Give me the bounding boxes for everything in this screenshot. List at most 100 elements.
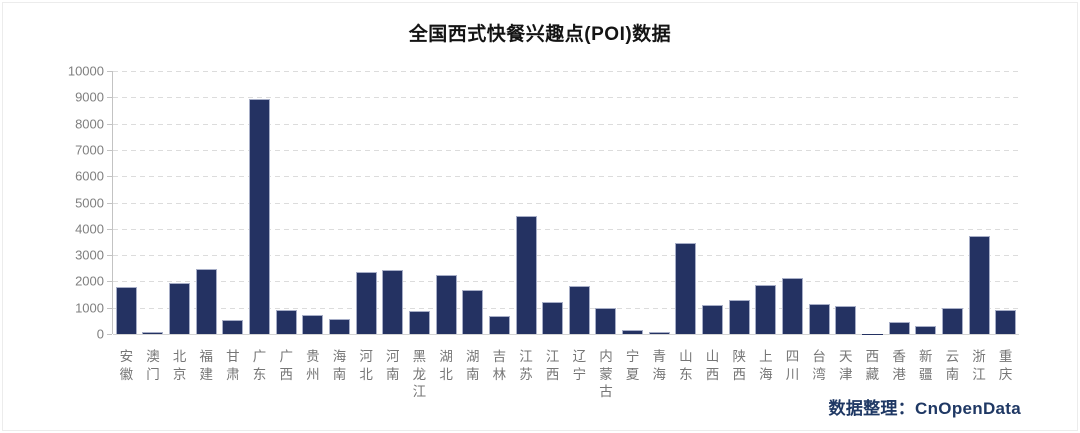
- x-tick-label: 广东: [246, 348, 273, 383]
- x-tick-label-char: 京: [172, 366, 187, 382]
- y-tick-mark: [107, 123, 112, 125]
- bar: [888, 322, 910, 334]
- x-tick-label-char: 徽: [119, 366, 134, 382]
- x-tick-label: 西藏: [859, 348, 886, 383]
- bar: [142, 332, 164, 334]
- bar: [275, 310, 297, 334]
- x-tick-label-char: 州: [306, 366, 320, 382]
- x-tick-label: 河南: [379, 348, 406, 383]
- y-tick-label: 4000: [75, 221, 104, 237]
- bar: [115, 286, 137, 334]
- x-tick-label-char: 川: [785, 366, 800, 382]
- x-tick-label-char: 海: [759, 366, 773, 382]
- x-tick-label-char: 林: [492, 366, 507, 382]
- x-tick-label-char: 港: [892, 366, 906, 382]
- x-tick-label-char: 南: [332, 366, 347, 382]
- y-tick-mark: [107, 97, 112, 99]
- x-tick-label-char: 建: [199, 366, 214, 382]
- gridline: [113, 71, 1019, 72]
- bar: [355, 272, 377, 334]
- y-tick-label: 0: [96, 326, 104, 342]
- x-tick-label-char: 津: [839, 366, 853, 382]
- x-tick-label-char: 香: [892, 349, 906, 364]
- x-tick-label-char: 湖: [465, 349, 480, 364]
- bar: [915, 326, 937, 334]
- x-tick-label: 浙江: [966, 348, 993, 383]
- x-tick-label: 江西: [539, 348, 566, 383]
- bar: [782, 277, 803, 334]
- x-tick-label-char: 广: [252, 349, 267, 364]
- x-tick-label-char: 台: [812, 349, 826, 364]
- x-tick-label: 上海: [753, 348, 780, 383]
- y-tick-mark: [107, 255, 112, 257]
- x-tick-label: 贵州: [300, 348, 327, 383]
- x-tick-label-char: 夏: [625, 366, 640, 382]
- bar: [968, 235, 990, 334]
- x-tick-label: 福建: [193, 348, 220, 383]
- y-tick-mark: [107, 307, 112, 309]
- x-tick-label-char: 山: [679, 349, 693, 364]
- y-tick-mark: [107, 334, 112, 335]
- x-tick-label-char: 新: [918, 349, 933, 364]
- y-tick-label: 1000: [75, 300, 104, 316]
- y-tick-mark: [107, 228, 112, 230]
- y-tick-label: 8000: [75, 116, 104, 132]
- plot-area: 0 1000 2000 3000 4000 5000 6000 7000 8000 9000 100…: [68, 64, 1019, 342]
- x-tick-label-char: 吉: [492, 349, 507, 364]
- x-tick-label-char: 肃: [226, 366, 240, 382]
- x-axis-labels: 安徽澳门北京福建甘肃广东广西贵州海南河北河南黑龙江湖北湖南吉林江苏江西辽宁内蒙古…: [113, 348, 1019, 428]
- y-tick-mark: [107, 149, 112, 151]
- x-tick-label-char: 海: [652, 366, 667, 382]
- bar: [648, 331, 670, 334]
- x-tick-label-char: 湾: [812, 366, 826, 382]
- x-tick-label-char: 藏: [865, 366, 880, 382]
- x-tick-label-char: 河: [386, 349, 400, 364]
- x-tick-label: 内蒙古: [593, 348, 620, 401]
- x-tick-label-char: 西: [545, 366, 560, 382]
- bar: [542, 302, 564, 334]
- x-tick-label-char: 青: [652, 349, 667, 364]
- y-tick-mark: [107, 281, 112, 283]
- x-tick-label-char: 江: [412, 384, 427, 399]
- x-tick-label-char: 西: [732, 366, 746, 382]
- x-tick-label-char: 蒙: [599, 366, 613, 382]
- bar: [568, 285, 590, 334]
- x-tick-label: 山西: [699, 348, 726, 383]
- x-tick-label-char: 澳: [146, 349, 160, 364]
- bar: [382, 270, 404, 334]
- x-tick-label-char: 湖: [439, 349, 453, 364]
- x-tick-label-char: 门: [146, 366, 160, 382]
- x-tick-label-char: 宁: [625, 349, 640, 364]
- y-tick-label: 9000: [75, 89, 104, 105]
- x-tick-label-char: 辽: [572, 349, 587, 364]
- bar: [835, 306, 857, 334]
- x-tick-label-char: 古: [599, 384, 613, 399]
- x-tick-label: 江苏: [513, 348, 540, 383]
- x-tick-label: 北京: [166, 348, 193, 383]
- gridline: [113, 97, 1019, 99]
- bar: [169, 282, 191, 334]
- y-tick-label: 6000: [75, 168, 104, 184]
- gridline: [113, 202, 1019, 204]
- x-tick-label: 宁夏: [619, 348, 646, 383]
- bar: [329, 319, 350, 334]
- bar: [595, 307, 617, 334]
- y-tick-mark: [107, 202, 112, 204]
- x-tick-label-char: 西: [705, 366, 720, 382]
- gridline: [113, 255, 1019, 257]
- x-tick-label-char: 四: [785, 349, 800, 364]
- x-tick-label-char: 安: [119, 349, 134, 364]
- x-tick-label-char: 北: [172, 349, 187, 364]
- x-tick-label-char: 苏: [519, 366, 533, 382]
- x-tick-label-char: 广: [279, 349, 293, 364]
- x-tick-label-char: 福: [199, 349, 214, 364]
- x-tick-label-char: 庆: [998, 366, 1013, 382]
- bar: [435, 275, 457, 334]
- bar: [302, 315, 324, 334]
- x-tick-label: 青海: [646, 348, 673, 383]
- bar: [808, 303, 830, 334]
- x-tick-label: 云南: [939, 348, 966, 383]
- x-tick-label-char: 南: [386, 366, 400, 382]
- x-tick-label: 安徽: [113, 348, 140, 383]
